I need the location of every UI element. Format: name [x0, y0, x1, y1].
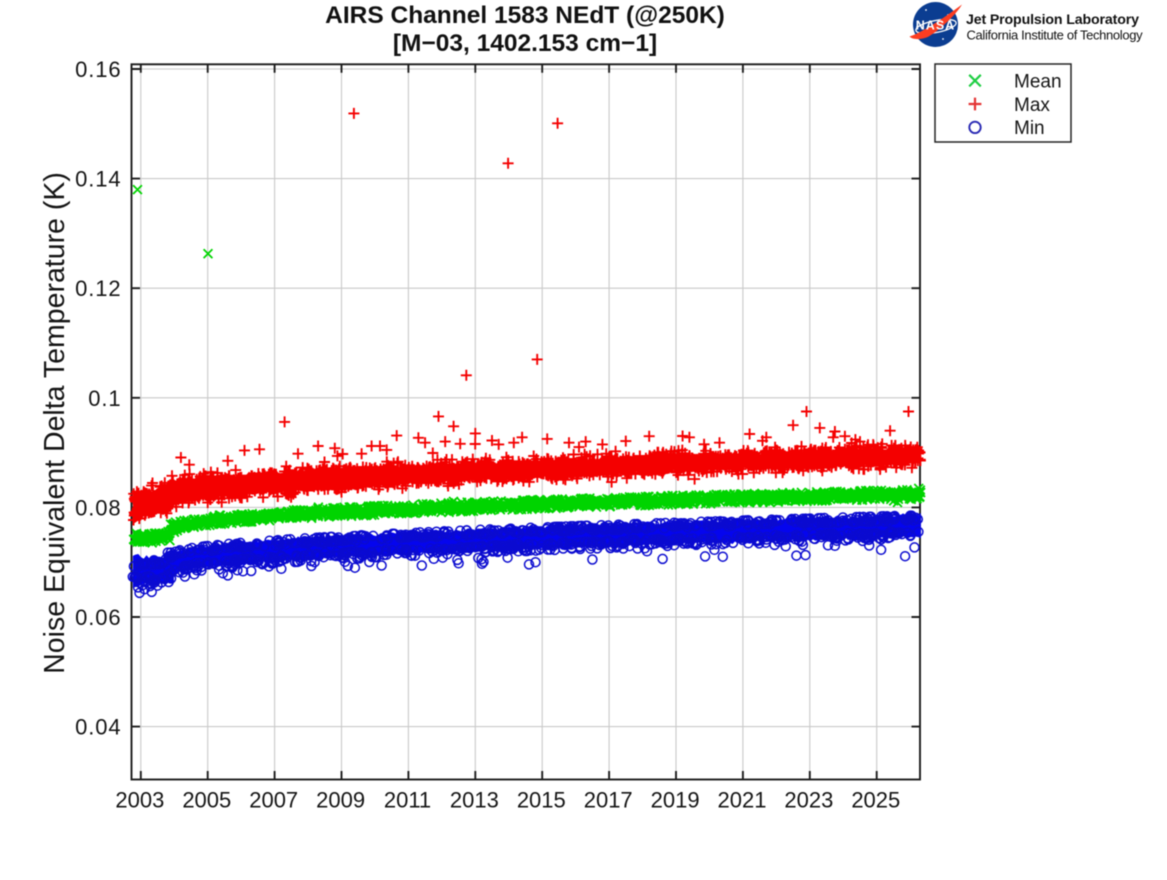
svg-text:0.12: 0.12: [75, 276, 121, 301]
svg-text:2015: 2015: [517, 788, 566, 813]
svg-text:2023: 2023: [784, 788, 833, 813]
svg-text:0.16: 0.16: [75, 57, 121, 82]
svg-text:0.06: 0.06: [75, 605, 121, 630]
svg-text:2005: 2005: [182, 788, 231, 813]
svg-text:2021: 2021: [718, 788, 767, 813]
svg-text:NASA: NASA: [916, 19, 955, 33]
svg-text:California Institute of Techno: California Institute of Technology: [967, 28, 1144, 43]
svg-text:Noise Equivalent Delta Tempera: Noise Equivalent Delta Temperature (K): [39, 172, 71, 674]
svg-text:Mean: Mean: [1014, 71, 1062, 92]
svg-text:2013: 2013: [450, 788, 499, 813]
svg-text:2019: 2019: [651, 788, 700, 813]
svg-text:Jet Propulsion Laboratory: Jet Propulsion Laboratory: [966, 12, 1139, 28]
svg-text:2011: 2011: [384, 788, 431, 813]
svg-text:[M−03, 1402.153 cm−1]: [M−03, 1402.153 cm−1]: [393, 30, 657, 57]
svg-text:0.14: 0.14: [75, 167, 121, 192]
svg-text:2007: 2007: [249, 788, 298, 813]
svg-text:0.04: 0.04: [75, 715, 121, 740]
svg-text:0.08: 0.08: [75, 495, 121, 520]
svg-text:2017: 2017: [584, 788, 633, 813]
svg-text:Min: Min: [1014, 118, 1045, 139]
svg-text:2003: 2003: [115, 788, 164, 813]
svg-text:2009: 2009: [316, 788, 365, 813]
svg-text:2025: 2025: [851, 788, 900, 813]
svg-text:0.1: 0.1: [88, 386, 121, 411]
svg-text:AIRS Channel 1583 NEdT (@250K): AIRS Channel 1583 NEdT (@250K): [325, 2, 725, 29]
svg-text:Max: Max: [1014, 95, 1050, 116]
